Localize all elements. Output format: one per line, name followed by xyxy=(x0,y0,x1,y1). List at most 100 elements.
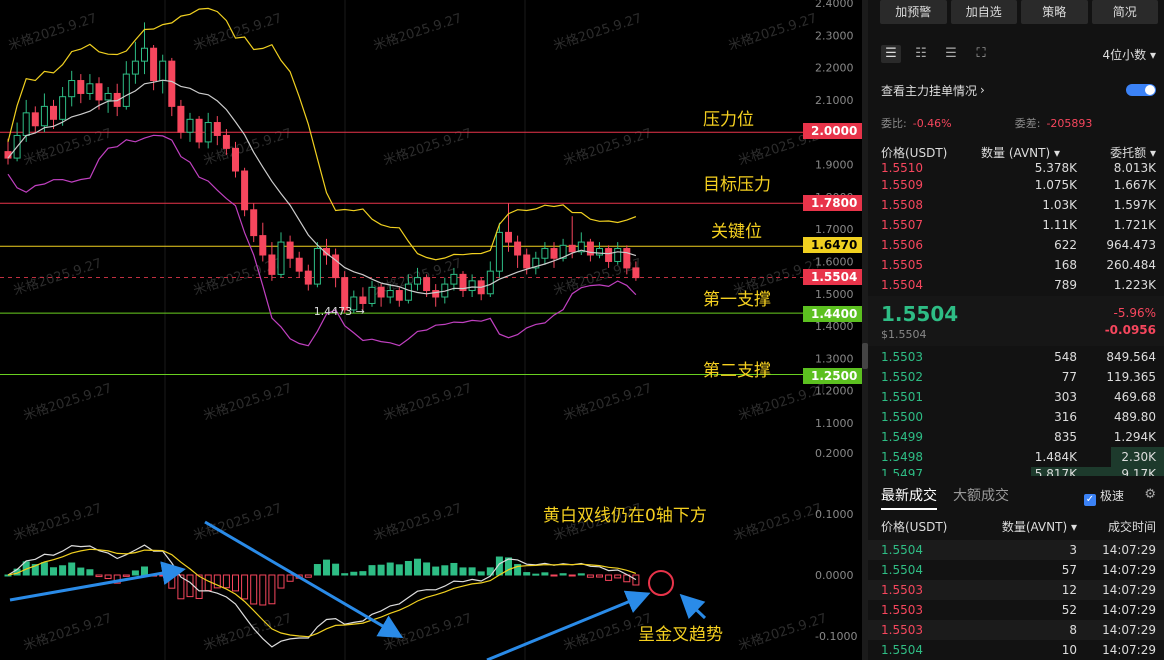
caret-down-icon: ▾ xyxy=(1149,145,1156,160)
macd-histogram-bar xyxy=(131,570,139,576)
ratio-row: 委比: -0.46% 委差: -205893 xyxy=(868,114,1164,132)
cell-price: 1.5503 xyxy=(881,583,923,597)
header-qty[interactable]: 数量 (AVNT) ▾ xyxy=(981,144,1077,161)
bid-row[interactable]: 1.5502 77 119.365 xyxy=(868,367,1164,387)
cell-qty: 1.03K xyxy=(1042,198,1077,212)
fast-mode-checkbox[interactable]: ✓ 极速 xyxy=(1083,487,1124,506)
macd-histogram-bar xyxy=(195,574,203,599)
chart-area[interactable]: 米格2025.9.27 米格2025.9.27 米格2025.9.27 米格2025.… xyxy=(0,0,863,660)
macd-histogram-bar xyxy=(186,574,194,598)
bid-row[interactable]: 1.5500 316 489.80 xyxy=(868,407,1164,427)
trades-header-qty-text: 数量(AVNT) xyxy=(1001,519,1068,534)
macd-histogram-bar xyxy=(86,569,94,576)
bid-row[interactable]: 1.5498 1.484K 2.30K xyxy=(868,447,1164,467)
tab-large-trades[interactable]: 大额成交 xyxy=(953,488,1009,504)
candle-body xyxy=(350,296,358,311)
cell-price: 1.5508 xyxy=(881,198,923,212)
bid-row[interactable]: 1.5497 5.817K 9.17K xyxy=(868,467,1164,476)
cell-third: 9.17K xyxy=(1121,467,1156,476)
watermark-text: 米格2025.9.27 xyxy=(11,255,104,299)
bid-row[interactable]: 1.5501 303 469.68 xyxy=(868,387,1164,407)
panel-divider[interactable] xyxy=(862,0,868,660)
watermark-text: 米格2025.9.27 xyxy=(561,380,654,424)
candle-body xyxy=(95,83,103,101)
cell-price: 1.5498 xyxy=(881,450,923,464)
candle-body xyxy=(241,170,249,211)
trade-row[interactable]: 1.5503 8 14:07:29 xyxy=(868,620,1164,640)
trade-row[interactable]: 1.5503 52 14:07:29 xyxy=(868,600,1164,620)
alert-button[interactable]: 加预警 xyxy=(880,0,947,24)
macd-histogram-bar xyxy=(605,574,613,581)
candle-body xyxy=(514,241,522,256)
trade-tabs: 最新成交 大额成交 xyxy=(881,485,1009,505)
asks-only-icon[interactable]: ☰ xyxy=(945,46,957,61)
ask-row[interactable]: 1.5510 5.378K 8.013K xyxy=(868,161,1164,175)
macd-histogram-bar xyxy=(95,574,103,578)
candle-body xyxy=(222,134,230,149)
trade-row[interactable]: 1.5504 57 14:07:29 xyxy=(868,560,1164,580)
both-sides-icon[interactable]: ☰ xyxy=(881,45,901,63)
candle-body xyxy=(232,147,239,172)
view-mode-row: ☰ ☷ ☰ ⛶ 4位小数 ▾ xyxy=(868,44,1164,64)
macd-histogram-bar xyxy=(459,567,467,576)
macd-histogram-bar xyxy=(532,573,540,576)
price-axis-tick: -0.1000 xyxy=(815,630,857,643)
ask-row[interactable]: 1.5508 1.03K 1.597K xyxy=(868,195,1164,215)
divider-grip-icon[interactable] xyxy=(862,343,868,369)
strategy-button[interactable]: 策略 xyxy=(1021,0,1088,24)
macd-histogram-bar xyxy=(559,573,567,576)
candle-body xyxy=(131,60,139,75)
candle-body xyxy=(86,83,94,94)
candle-body xyxy=(468,280,476,292)
cell-qty: 548 xyxy=(1054,350,1077,364)
cell-third: 14:07:29 xyxy=(1102,583,1156,597)
watermark-text: 米格2025.9.27 xyxy=(551,10,644,54)
macd-dif-line xyxy=(7,544,637,648)
tab-latest-trades[interactable]: 最新成交 xyxy=(881,488,937,504)
change-absolute: -0.0956 xyxy=(1104,323,1156,337)
trade-row[interactable]: 1.5504 10 14:07:29 xyxy=(868,640,1164,660)
cell-third: 2.30K xyxy=(1121,450,1156,464)
header-total[interactable]: 委托额 ▾ xyxy=(1077,144,1156,161)
candle-body xyxy=(605,248,613,262)
settings-icon[interactable]: ⚙ xyxy=(1144,487,1156,502)
candle-body xyxy=(77,80,85,94)
candlestick-chart[interactable]: 米格2025.9.27 米格2025.9.27 米格2025.9.27 米格2025.… xyxy=(0,0,862,660)
ask-row[interactable]: 1.5504 789 1.223K xyxy=(868,275,1164,295)
ask-row[interactable]: 1.5505 168 260.484 xyxy=(868,255,1164,275)
macd-histogram-bar xyxy=(40,562,48,576)
bid-row[interactable]: 1.5503 548 849.564 xyxy=(868,347,1164,367)
candle-body xyxy=(195,118,203,143)
decimals-select[interactable]: 4位小数 ▾ xyxy=(1103,46,1157,63)
candle-body xyxy=(404,283,412,301)
overview-button[interactable]: 简况 xyxy=(1091,0,1158,24)
price-axis-tick: 2.1000 xyxy=(815,94,854,107)
trade-row[interactable]: 1.5503 12 14:07:29 xyxy=(868,580,1164,600)
ask-row[interactable]: 1.5509 1.075K 1.667K xyxy=(868,175,1164,195)
candle-body xyxy=(295,257,303,272)
cell-price: 1.5499 xyxy=(881,430,923,444)
cell-qty: 5.378K xyxy=(1034,161,1077,175)
macd-annotation-golden-cross: 呈金叉趋势 xyxy=(638,625,723,645)
candle-body xyxy=(386,290,394,298)
macd-histogram-bar xyxy=(523,572,531,576)
macd-histogram-bar xyxy=(313,564,321,576)
main-orders-row[interactable]: 查看主力挂单情况 › xyxy=(868,80,1164,100)
main-orders-toggle[interactable] xyxy=(1126,84,1156,96)
main-orders-label: 查看主力挂单情况 xyxy=(881,83,978,98)
watchlist-button[interactable]: 加自选 xyxy=(950,0,1017,24)
ask-row[interactable]: 1.5507 1.11K 1.721K xyxy=(868,215,1164,235)
trades-header: 价格(USDT) 数量(AVNT) ▾ 成交时间 xyxy=(868,517,1164,535)
candle-body xyxy=(141,47,148,62)
bids-only-icon[interactable]: ☷ xyxy=(915,46,927,61)
expand-icon[interactable]: ⛶ xyxy=(976,46,986,61)
trend-arrow xyxy=(486,590,651,660)
macd-histogram-bar xyxy=(241,574,249,600)
fast-mode-label: 极速 xyxy=(1099,489,1124,503)
trades-header-qty[interactable]: 数量(AVNT) ▾ xyxy=(981,518,1077,535)
trend-arrow xyxy=(204,520,404,639)
bid-row[interactable]: 1.5499 835 1.294K xyxy=(868,427,1164,447)
trade-row[interactable]: 1.5504 3 14:07:29 xyxy=(868,540,1164,560)
price-axis-tick: 2.4000 xyxy=(815,0,854,10)
ask-row[interactable]: 1.5506 622 964.473 xyxy=(868,235,1164,255)
